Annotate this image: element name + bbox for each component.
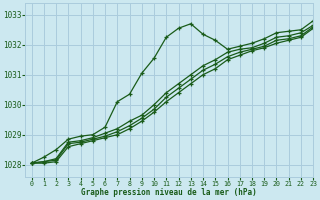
X-axis label: Graphe pression niveau de la mer (hPa): Graphe pression niveau de la mer (hPa) [82,188,257,197]
